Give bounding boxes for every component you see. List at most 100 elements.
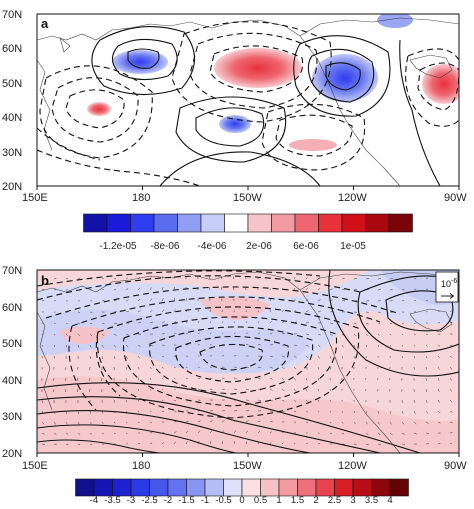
- wind-vector: [281, 377, 285, 381]
- wind-vector: [209, 287, 211, 291]
- wind-vector: [257, 441, 260, 445]
- wind-vector: [389, 421, 392, 425]
- wind-vector: [149, 388, 152, 391]
- wind-vector: [77, 388, 79, 393]
- wind-vector: [173, 441, 177, 445]
- wind-vector: [329, 277, 333, 280]
- panel-b-colorbar: [75, 478, 409, 497]
- colorbar-swatch: [153, 213, 178, 233]
- wind-vector: [197, 430, 201, 434]
- wind-vector: [305, 377, 308, 381]
- wind-vector: [245, 343, 249, 346]
- wind-vector: [281, 355, 285, 358]
- x-tick-label: 150W: [233, 192, 262, 204]
- wind-vector: [41, 277, 45, 280]
- wind-vector: [41, 432, 45, 435]
- wind-vector: [101, 355, 103, 360]
- wind-vector: [161, 276, 164, 280]
- wind-vector: [269, 332, 273, 335]
- wind-vector: [137, 410, 140, 413]
- wind-vector: [125, 310, 129, 313]
- panel-b-y-axis: 20N 30N 40N 50N 60N 70N: [2, 265, 22, 460]
- wind-vector: [413, 344, 416, 347]
- panel-b-x-axis: 150E 180 150W 120W 90W: [22, 453, 467, 472]
- wind-vector: [89, 377, 91, 382]
- wind-vector: [341, 299, 346, 302]
- wind-vector: [353, 322, 357, 325]
- wind-vector: [281, 298, 284, 302]
- wind-vector: [449, 399, 453, 403]
- wind-vector: [257, 321, 260, 324]
- wind-vector: [53, 278, 57, 280]
- panel-b-vectors: [41, 275, 453, 446]
- wind-vector: [281, 431, 285, 434]
- x-tick-label: 120W: [338, 192, 367, 204]
- wind-vector: [437, 344, 441, 347]
- colorbar-swatch: [112, 478, 132, 497]
- anomaly-blue: [312, 54, 378, 102]
- wind-vector: [161, 366, 164, 369]
- wind-vector: [65, 344, 68, 348]
- wind-vector: [197, 320, 200, 324]
- wind-vector: [317, 355, 320, 359]
- wind-vector: [377, 421, 380, 425]
- wind-vector: [77, 322, 81, 325]
- wind-vector: [269, 377, 273, 380]
- vector-reference-box: 10-6: [435, 271, 459, 303]
- wind-vector: [305, 355, 309, 359]
- colorbar-swatch: [297, 478, 317, 497]
- wind-vector: [449, 366, 453, 370]
- wind-vector: [365, 443, 369, 446]
- wind-vector: [233, 388, 237, 390]
- colorbar-swatch: [334, 478, 354, 497]
- panel-b-dashed-contours: [37, 270, 401, 419]
- colorbar-swatch: [93, 478, 113, 497]
- wind-vector: [413, 399, 415, 404]
- arrow-head-icon: [449, 293, 455, 299]
- anomaly-red: [37, 376, 459, 453]
- wind-vector: [233, 430, 236, 434]
- wind-vector: [245, 377, 249, 380]
- wind-vector: [125, 344, 129, 348]
- wind-vector: [401, 421, 405, 425]
- wind-vector: [305, 388, 308, 392]
- colorbar-swatch: [389, 478, 409, 497]
- wind-vector: [149, 366, 152, 370]
- x-tick-label: 120W: [338, 460, 367, 472]
- panel-a: a: [36, 13, 460, 187]
- wind-vector: [89, 322, 93, 325]
- wind-vector: [209, 440, 212, 445]
- colorbar-swatch: [271, 213, 296, 233]
- wind-vector: [317, 377, 319, 381]
- wind-vector: [65, 410, 67, 415]
- wind-vector: [125, 355, 128, 359]
- colorbar-swatch: [388, 213, 413, 233]
- wind-vector: [317, 333, 322, 336]
- wind-vector: [221, 332, 224, 335]
- wind-vector: [389, 289, 393, 291]
- wind-vector: [293, 309, 297, 313]
- wind-vector: [233, 410, 238, 412]
- wind-vector: [437, 442, 441, 445]
- wind-vector: [401, 410, 404, 414]
- wind-vector: [197, 309, 199, 313]
- wind-vector: [293, 321, 297, 324]
- wind-vector: [113, 399, 115, 403]
- colorbar-swatch: [294, 213, 319, 233]
- wind-vector: [113, 410, 116, 414]
- wind-vector: [305, 287, 308, 291]
- wind-vector: [281, 388, 285, 392]
- wind-vector: [305, 322, 310, 324]
- wind-vector: [257, 332, 261, 335]
- wind-vector: [257, 399, 262, 401]
- wind-vector: [185, 377, 188, 379]
- colorbar-label: -1: [201, 495, 209, 506]
- wind-vector: [161, 410, 164, 412]
- wind-vector: [125, 333, 129, 336]
- wind-vector: [245, 321, 248, 324]
- wind-vector: [245, 366, 249, 368]
- wind-vector: [173, 366, 176, 369]
- wind-vector: [233, 377, 237, 379]
- wind-vector: [137, 344, 141, 347]
- wind-vector: [413, 300, 417, 302]
